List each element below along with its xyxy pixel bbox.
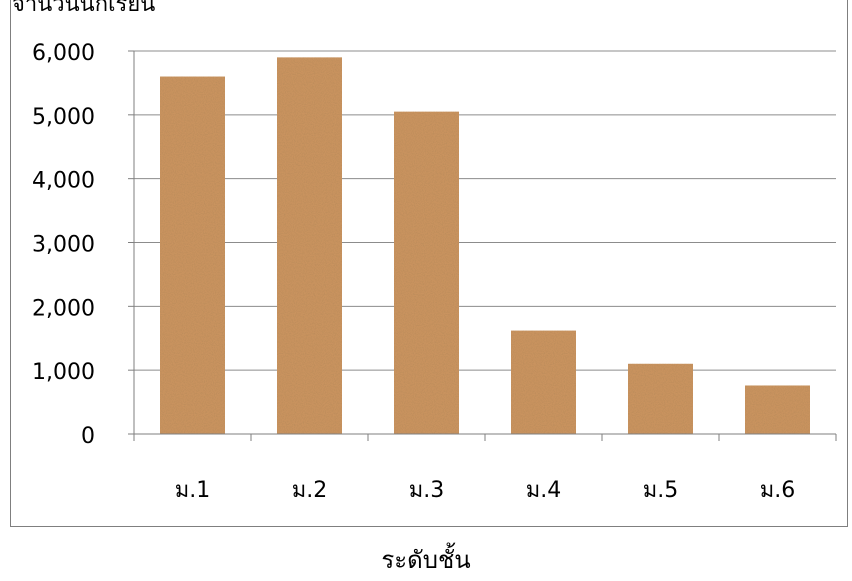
x-axis-title: ระดับชั้น (381, 546, 471, 574)
y-tick-label: 5,000 (32, 105, 95, 130)
bar-3 (394, 111, 459, 435)
y-axis-title: จำนวนนักเรียน (12, 0, 156, 17)
gridlines (134, 50, 836, 371)
y-tick-label: 6,000 (32, 41, 95, 66)
x-tick-label: ม.4 (526, 478, 562, 503)
bar-2 (277, 57, 342, 435)
bar-6 (745, 385, 810, 434)
bar-5 (628, 363, 693, 434)
x-tick-label: ม.3 (409, 478, 445, 503)
bar-4 (511, 330, 576, 434)
y-tick-label: 0 (81, 424, 95, 449)
x-tick-label: ม.2 (292, 478, 328, 503)
y-tick-label: 1,000 (32, 360, 95, 385)
y-tick-label: 2,000 (32, 296, 95, 321)
x-tick-label: ม.5 (643, 478, 679, 503)
y-tick-label: 4,000 (32, 169, 95, 194)
y-tick-labels: 0 1,000 2,000 3,000 4,000 5,000 6,000 (32, 41, 95, 449)
x-tick-label: ม.6 (760, 478, 796, 503)
y-tick-label: 3,000 (32, 233, 95, 258)
bars (160, 57, 810, 435)
bar-1 (160, 76, 225, 435)
x-tick-labels: ม.1 ม.2 ม.3 ม.4 ม.5 ม.6 (175, 478, 796, 503)
chart-frame (10, 0, 848, 527)
x-tick-label: ม.1 (175, 478, 211, 503)
axes (128, 50, 837, 441)
